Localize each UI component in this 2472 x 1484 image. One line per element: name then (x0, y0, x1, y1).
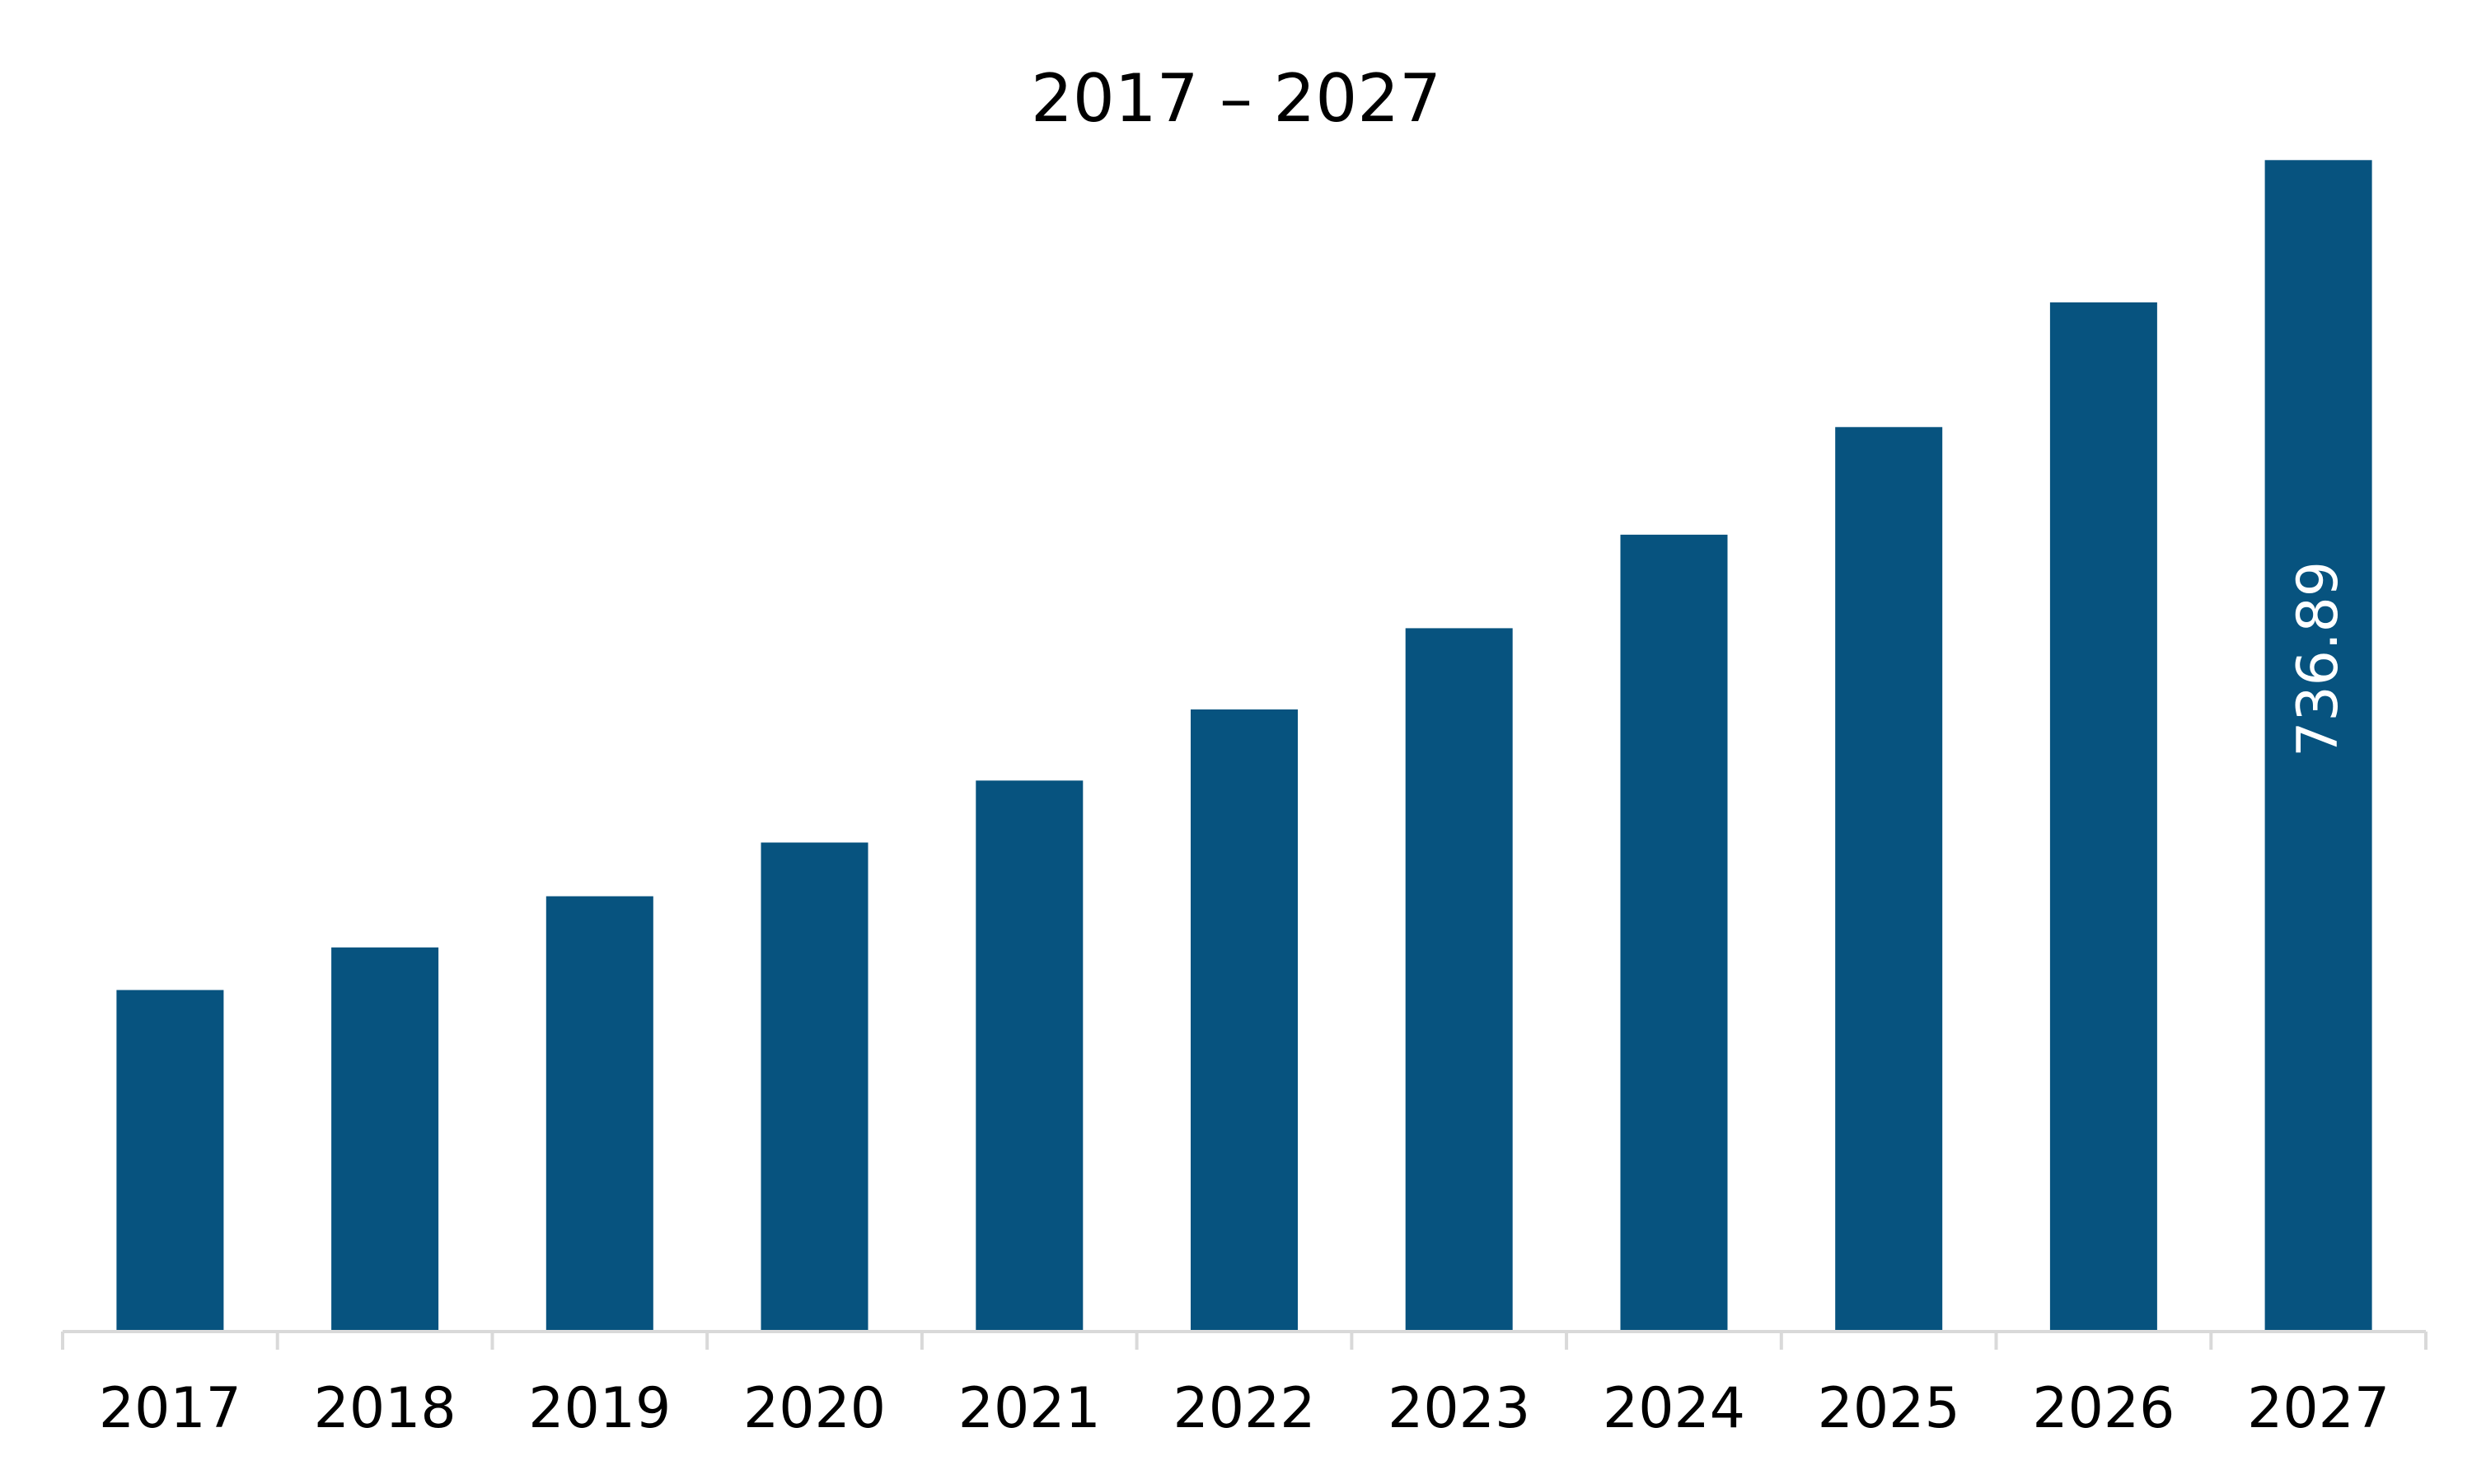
x-tick-label-2023: 2023 (1388, 1376, 1530, 1441)
bar-2023 (1405, 628, 1513, 1332)
bars-group: 736.89 (116, 160, 2372, 1332)
x-tick-label-2019: 2019 (528, 1376, 671, 1441)
x-tick-label-2026: 2026 (2032, 1376, 2175, 1441)
bar-2019 (545, 896, 653, 1332)
bar-2021 (976, 780, 1084, 1332)
x-axis (61, 1330, 2428, 1350)
x-tick-label-2027: 2027 (2247, 1376, 2390, 1441)
chart-title: 2017 – 2027 (1031, 60, 1441, 137)
x-tick-label-2025: 2025 (1818, 1376, 1960, 1441)
bar-2025 (1835, 427, 1943, 1332)
bar-2022 (1191, 709, 1298, 1332)
data-label-2027: 736.89 (2286, 561, 2351, 757)
x-tick-label-2022: 2022 (1173, 1376, 1315, 1441)
x-tick-label-2017: 2017 (99, 1376, 241, 1441)
bar-2024 (1620, 534, 1728, 1332)
x-tick-label-2018: 2018 (314, 1376, 456, 1441)
x-tick-label-2024: 2024 (1603, 1376, 1745, 1441)
x-tick-label-2020: 2020 (743, 1376, 886, 1441)
tick-labels-group: 2017 2018 2019 2020 2021 2022 2023 2024 2025 2026… (99, 1376, 2390, 1441)
bar-2018 (331, 947, 439, 1332)
bar-2026 (2049, 302, 2157, 1332)
bar-2020 (761, 842, 868, 1332)
x-tick-label-2021: 2021 (958, 1376, 1101, 1441)
bar-2017 (116, 990, 224, 1332)
bar-2027 (2264, 160, 2372, 1332)
